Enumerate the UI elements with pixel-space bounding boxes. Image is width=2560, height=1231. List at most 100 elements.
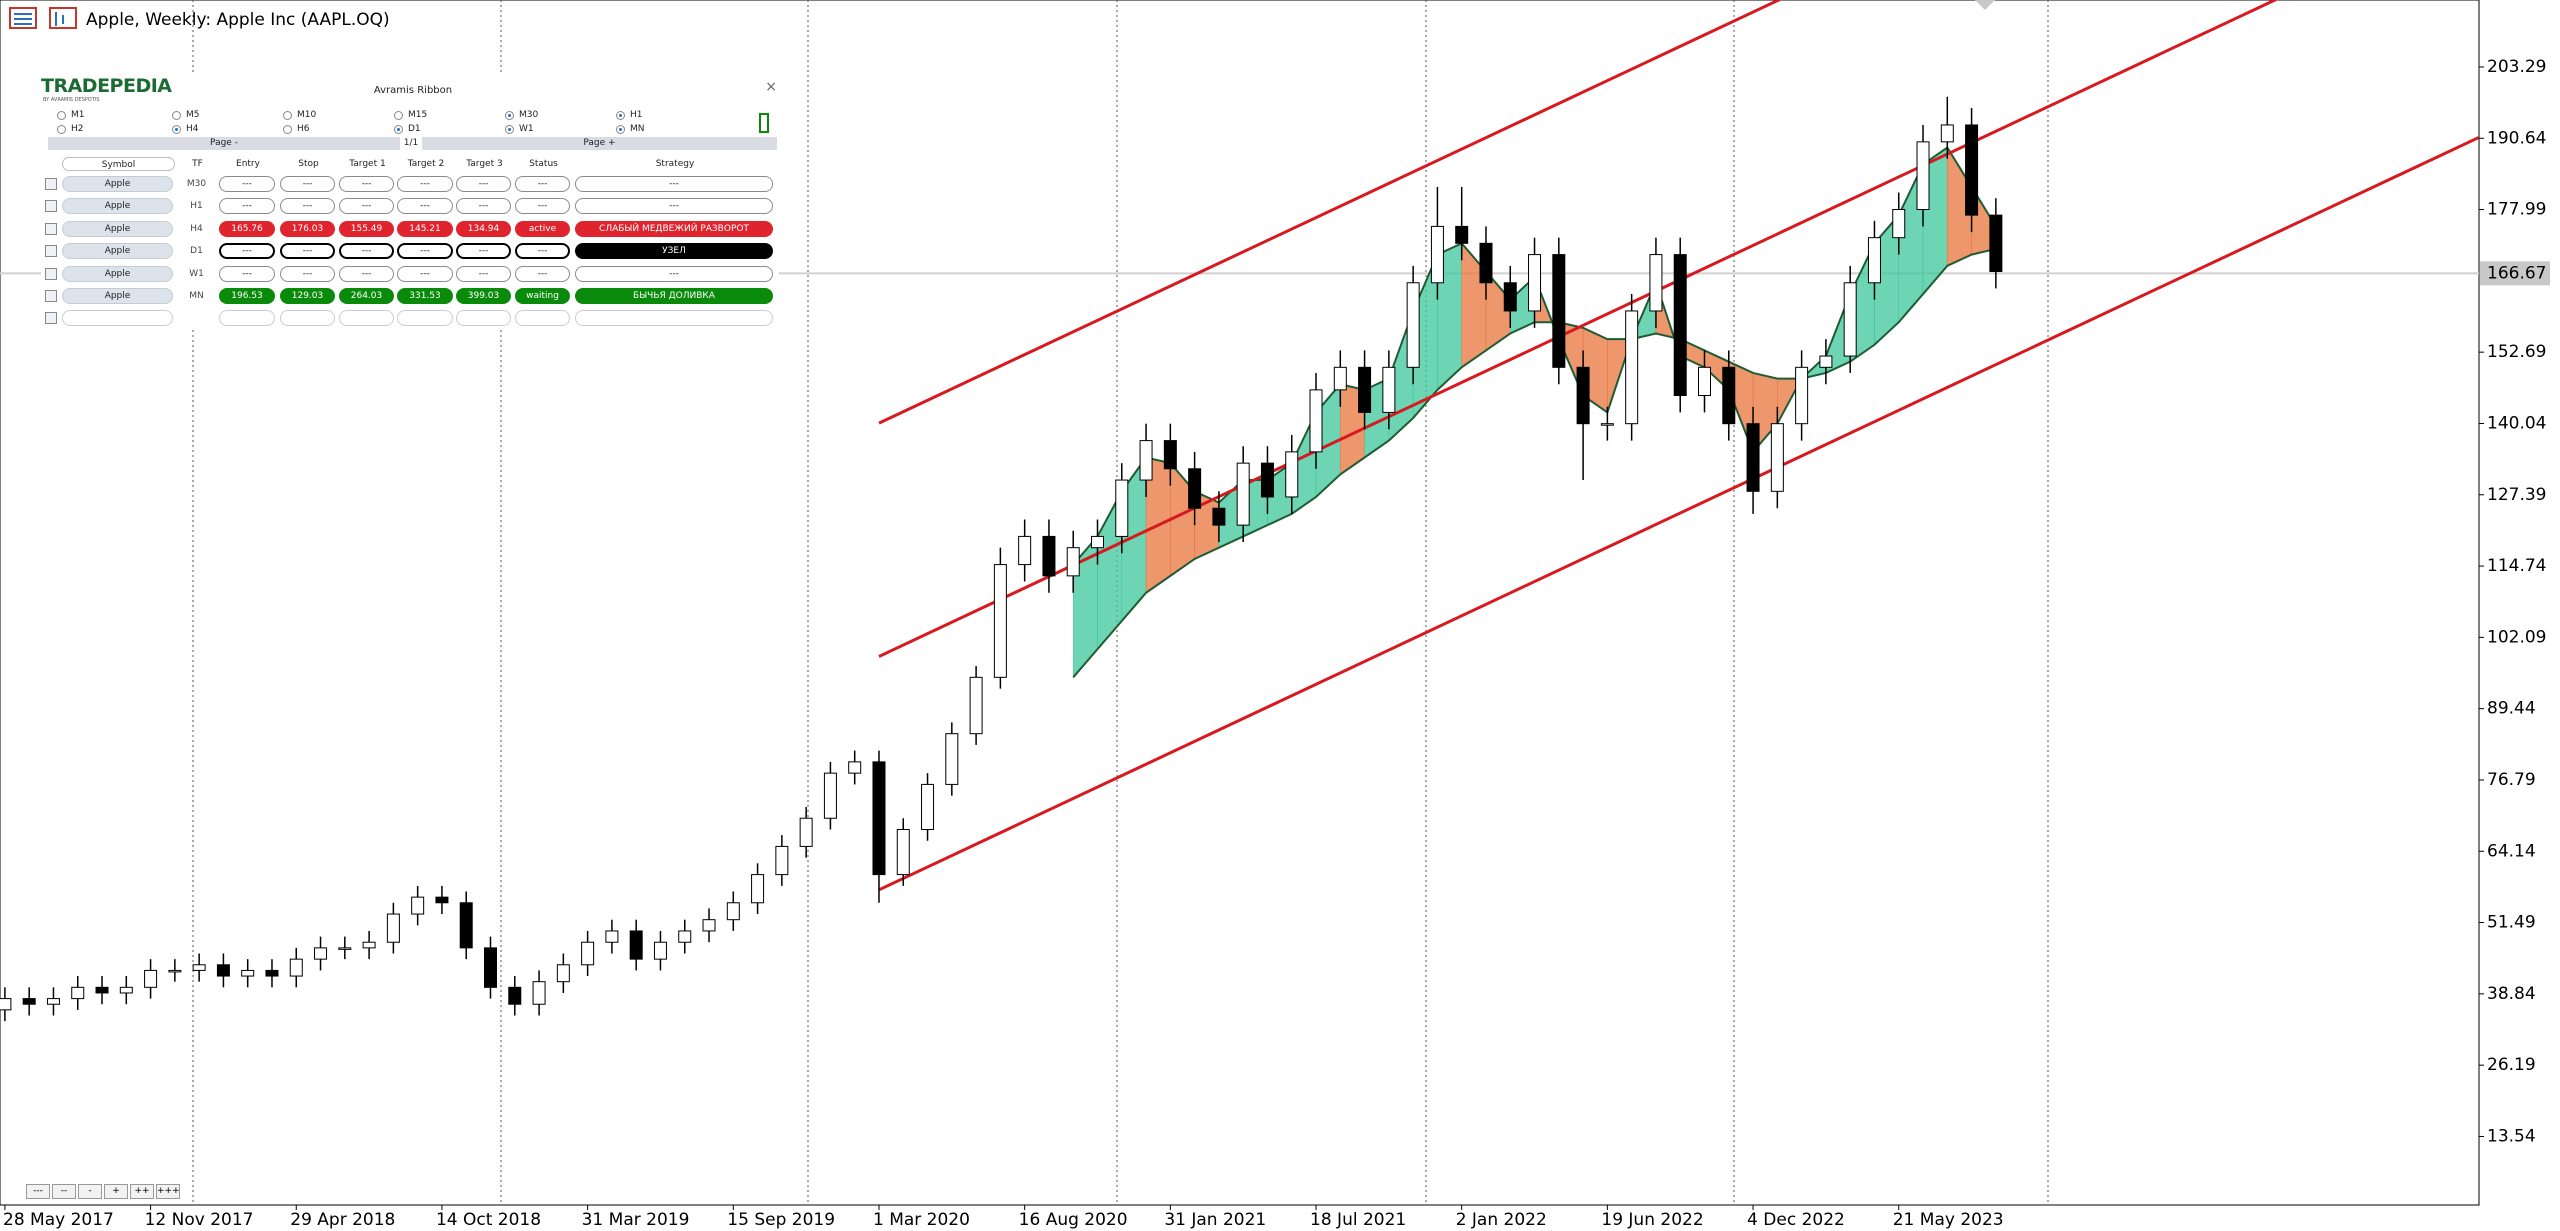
- candle-body: [95, 986, 109, 994]
- symbol-cell[interactable]: Apple: [62, 198, 173, 215]
- candle-body: [702, 919, 716, 932]
- radio[interactable]: [616, 111, 625, 120]
- x-tick-label: 15 Sep 2019: [727, 1210, 835, 1230]
- row-icon: [45, 245, 57, 258]
- nav-button[interactable]: ---: [26, 1184, 50, 1199]
- x-tick-label: 2 Jan 2022: [1456, 1210, 1547, 1230]
- radio-label: D1: [408, 124, 421, 134]
- value-cell: УЗЕЛ: [575, 243, 773, 260]
- candle-body: [1649, 254, 1663, 312]
- radio[interactable]: [57, 125, 66, 134]
- value-cell: ---: [219, 265, 275, 282]
- y-tick-label: 64.14: [2487, 841, 2536, 861]
- close-button[interactable]: ×: [765, 79, 777, 95]
- tf-cell: D1: [190, 246, 203, 257]
- candle-body: [1770, 423, 1784, 492]
- radio[interactable]: [283, 111, 292, 120]
- row-icon: [45, 178, 57, 190]
- y-tick-label: 13.54: [2487, 1126, 2536, 1146]
- symbol-cell[interactable]: Apple: [62, 265, 173, 282]
- nav-button[interactable]: --: [52, 1184, 76, 1199]
- nav-button[interactable]: ++: [130, 1184, 154, 1199]
- y-tick-label: 127.39: [2487, 485, 2546, 505]
- radio[interactable]: [57, 111, 66, 120]
- tf-cell: MN: [189, 291, 204, 301]
- tf-cell: M30: [186, 179, 207, 189]
- candle-body: [1965, 124, 1979, 216]
- y-tick-label: 203.29: [2487, 57, 2546, 77]
- value-cell: ---: [515, 243, 570, 260]
- candle-body: [459, 902, 473, 949]
- x-tick-label: 29 Apr 2018: [290, 1210, 395, 1230]
- radio[interactable]: [394, 125, 403, 134]
- candle-body: [1746, 423, 1760, 492]
- symbol-cell[interactable]: Apple: [62, 176, 173, 192]
- candle-body: [1673, 254, 1687, 397]
- radio[interactable]: [505, 111, 514, 120]
- radio[interactable]: [394, 111, 403, 120]
- radio[interactable]: [616, 125, 625, 134]
- column-header: Strategy: [655, 159, 695, 169]
- nav-button[interactable]: +: [104, 1184, 128, 1199]
- radio[interactable]: [172, 111, 181, 120]
- candle-body: [1382, 366, 1396, 413]
- candle-body: [1867, 237, 1881, 284]
- radio[interactable]: [505, 125, 514, 134]
- candle-body: [969, 676, 983, 735]
- value-cell: ---: [575, 198, 773, 215]
- page-prev[interactable]: Page -: [48, 137, 400, 150]
- column-header: TF: [192, 159, 203, 169]
- candle-body: [484, 947, 497, 988]
- value-cell: ---: [515, 198, 570, 215]
- empty-cell: [515, 310, 570, 327]
- symbol-cell[interactable]: Apple: [62, 243, 173, 260]
- radio[interactable]: [283, 125, 292, 134]
- candle-body: [1576, 366, 1590, 425]
- candle-body: [605, 930, 619, 943]
- radio[interactable]: [172, 125, 181, 134]
- candle-body: [1625, 310, 1639, 425]
- candle-body: [896, 829, 910, 876]
- value-cell: ---: [280, 176, 335, 192]
- y-tick-label: 140.04: [2487, 413, 2546, 433]
- value-cell: ---: [219, 176, 275, 192]
- page-next[interactable]: Page +: [422, 137, 777, 150]
- candle-body: [46, 998, 60, 1005]
- panel-title: Avramis Ribbon: [373, 85, 453, 96]
- empty-cell: [397, 310, 453, 327]
- value-cell: 264.03: [339, 288, 394, 304]
- x-tick-label: 21 May 2023: [1893, 1210, 2004, 1230]
- value-cell: ---: [219, 198, 275, 215]
- last-price-box: [2480, 261, 2550, 286]
- value-cell: ---: [339, 265, 394, 282]
- menu-icon: [9, 7, 37, 29]
- panel-icon: [759, 113, 769, 133]
- candle-body: [1430, 225, 1444, 284]
- symbol-cell[interactable]: Apple: [62, 288, 173, 304]
- brand: TRADEPEDIA: [41, 75, 172, 97]
- nav-button[interactable]: -: [78, 1184, 102, 1199]
- value-cell: ---: [397, 265, 453, 282]
- radio-label: M1: [71, 110, 85, 120]
- candle-body: [653, 941, 667, 960]
- y-tick-label: 51.49: [2487, 913, 2536, 933]
- value-cell: 145.21: [397, 220, 453, 237]
- value-cell: ---: [456, 176, 511, 192]
- empty-cell: [219, 310, 275, 327]
- nav-button[interactable]: +++: [156, 1184, 180, 1199]
- candle-body: [532, 981, 546, 1005]
- value-cell: active: [515, 220, 570, 237]
- symbol-cell[interactable]: Apple: [62, 220, 173, 237]
- value-cell: ---: [456, 198, 511, 215]
- chart-icon: [49, 7, 77, 29]
- value-cell: 165.76: [219, 220, 275, 237]
- candle-body: [1479, 242, 1493, 284]
- candle-body: [1018, 535, 1032, 566]
- value-cell: ---: [280, 265, 335, 282]
- value-cell: ---: [397, 198, 453, 215]
- value-cell: ---: [397, 243, 453, 260]
- candle-body: [1722, 366, 1736, 425]
- candle-body: [1163, 440, 1177, 470]
- empty-cell: [456, 310, 511, 327]
- column-header: Target 2: [407, 159, 445, 169]
